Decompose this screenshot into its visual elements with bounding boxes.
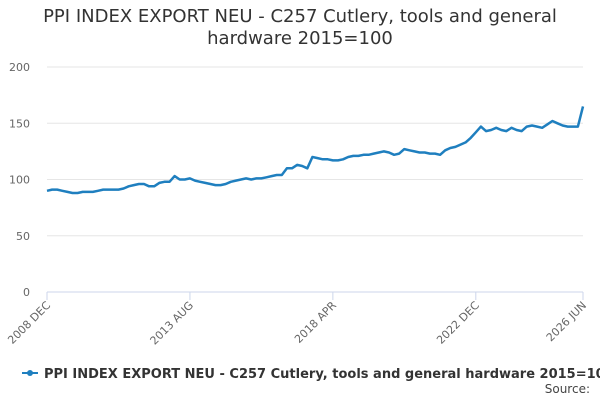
x-tick-label: 2018 APR (292, 299, 339, 346)
source: Source: (545, 382, 590, 396)
y-tick-label: 200 (9, 61, 30, 74)
y-tick-label: 0 (23, 286, 30, 299)
x-tick-label: 2026 JUN (544, 299, 589, 344)
x-tick-label: 2022 DEC (434, 299, 482, 347)
y-tick-label: 100 (9, 174, 30, 187)
legend-marker (27, 370, 33, 376)
y-tick-label: 50 (16, 230, 30, 243)
chart-title: PPI INDEX EXPORT NEU - C257 Cutlery, too… (43, 6, 557, 49)
x-tick-label: 2013 AUG (148, 299, 197, 348)
legend-label: PPI INDEX EXPORT NEU - C257 Cutlery, too… (44, 367, 600, 382)
y-tick-label: 150 (9, 117, 30, 130)
x-tick-label: 2008 DEC (5, 299, 53, 347)
data-line (46, 106, 585, 195)
